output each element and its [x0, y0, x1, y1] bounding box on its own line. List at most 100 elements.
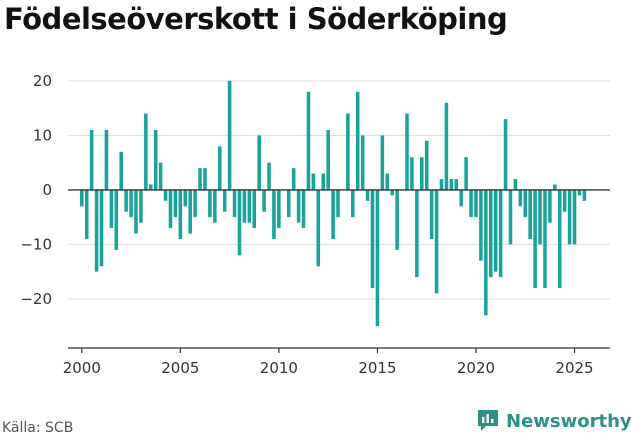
bar: [222, 189, 227, 212]
chart-title: Födelseöverskott i Söderköping: [4, 2, 508, 36]
bar: [168, 189, 173, 229]
bar: [267, 162, 271, 190]
bar: [449, 179, 454, 190]
bar: [89, 129, 94, 190]
bar: [572, 189, 577, 245]
bar: [553, 184, 557, 190]
bar: [503, 119, 508, 190]
bar: [434, 189, 439, 294]
bar: [390, 189, 394, 196]
bar: [262, 189, 266, 212]
bar: [134, 189, 138, 234]
bar: [533, 189, 537, 289]
bar: [385, 173, 390, 190]
bar: [360, 135, 365, 190]
bar: [311, 173, 316, 190]
bar: [306, 91, 311, 190]
bar: [469, 189, 473, 218]
bar: [557, 189, 562, 289]
x-tick-label: 2005: [161, 359, 199, 377]
bar: [567, 189, 572, 245]
bar: [484, 189, 488, 316]
bar: [153, 129, 158, 190]
bar: [395, 189, 399, 250]
bar: [203, 168, 207, 190]
y-tick-label: 20: [33, 72, 52, 90]
bar: [528, 189, 532, 239]
bar: [144, 113, 148, 190]
bar: [513, 179, 518, 190]
bar: [193, 189, 197, 218]
bar: [577, 189, 582, 196]
bar: [232, 189, 237, 218]
brand-name: Newsworthy: [506, 410, 631, 432]
bar: [370, 189, 375, 289]
bar: [415, 189, 419, 278]
source-label: Källa: SCB: [2, 420, 74, 436]
bar: [286, 189, 291, 218]
bar: [119, 151, 123, 190]
bar: [173, 189, 178, 218]
bar: [149, 184, 153, 190]
bar: [464, 157, 468, 190]
bar: [178, 189, 183, 239]
bar: [523, 189, 528, 218]
bar: [198, 168, 202, 190]
bar: [538, 189, 542, 245]
bar: [548, 189, 552, 223]
bar: [321, 173, 326, 190]
bar: [301, 189, 306, 229]
bar: [444, 102, 449, 190]
bar: [242, 189, 247, 223]
bar: [331, 189, 335, 239]
y-tick-label: 10: [33, 126, 52, 144]
bar: [410, 157, 414, 190]
x-tick-label: 2020: [457, 359, 495, 377]
x-tick-label: 2010: [260, 359, 298, 377]
bar: [208, 189, 212, 218]
bar: [316, 189, 321, 267]
bar: [346, 113, 350, 190]
bar: [518, 189, 523, 207]
bar: [109, 189, 114, 229]
bar: [227, 80, 232, 190]
bar: [405, 113, 409, 190]
bar: [247, 189, 252, 223]
bar: [479, 189, 483, 261]
bar: [326, 129, 330, 190]
bar: [420, 157, 424, 190]
gridlines: [68, 80, 610, 300]
bar: [365, 189, 370, 201]
newsworthy-logo-icon: [478, 410, 498, 431]
bar: [213, 189, 217, 223]
bar: [429, 189, 434, 239]
bar: [291, 168, 296, 190]
bar: [84, 189, 89, 239]
bar: [336, 189, 340, 218]
bar: [217, 146, 222, 190]
bar: [129, 189, 133, 218]
bar: [582, 189, 587, 201]
bar: [252, 189, 257, 229]
y-tick-label: −20: [20, 290, 52, 308]
y-tick-label: 0: [42, 181, 52, 199]
bar: [272, 189, 276, 239]
bar: [296, 189, 301, 223]
bar: [375, 189, 380, 327]
bar: [454, 179, 459, 190]
bar: [508, 189, 513, 245]
bar: [424, 140, 429, 190]
bar: [188, 189, 192, 234]
bars: [80, 80, 587, 327]
bar: [562, 189, 567, 212]
bar: [124, 189, 128, 212]
y-tick-label: −10: [20, 235, 52, 253]
bar: [104, 129, 109, 190]
bar: [163, 189, 168, 201]
bar: [94, 189, 99, 272]
x-tick-label: 2015: [358, 359, 396, 377]
bar: [158, 162, 163, 190]
bar: [183, 189, 188, 207]
